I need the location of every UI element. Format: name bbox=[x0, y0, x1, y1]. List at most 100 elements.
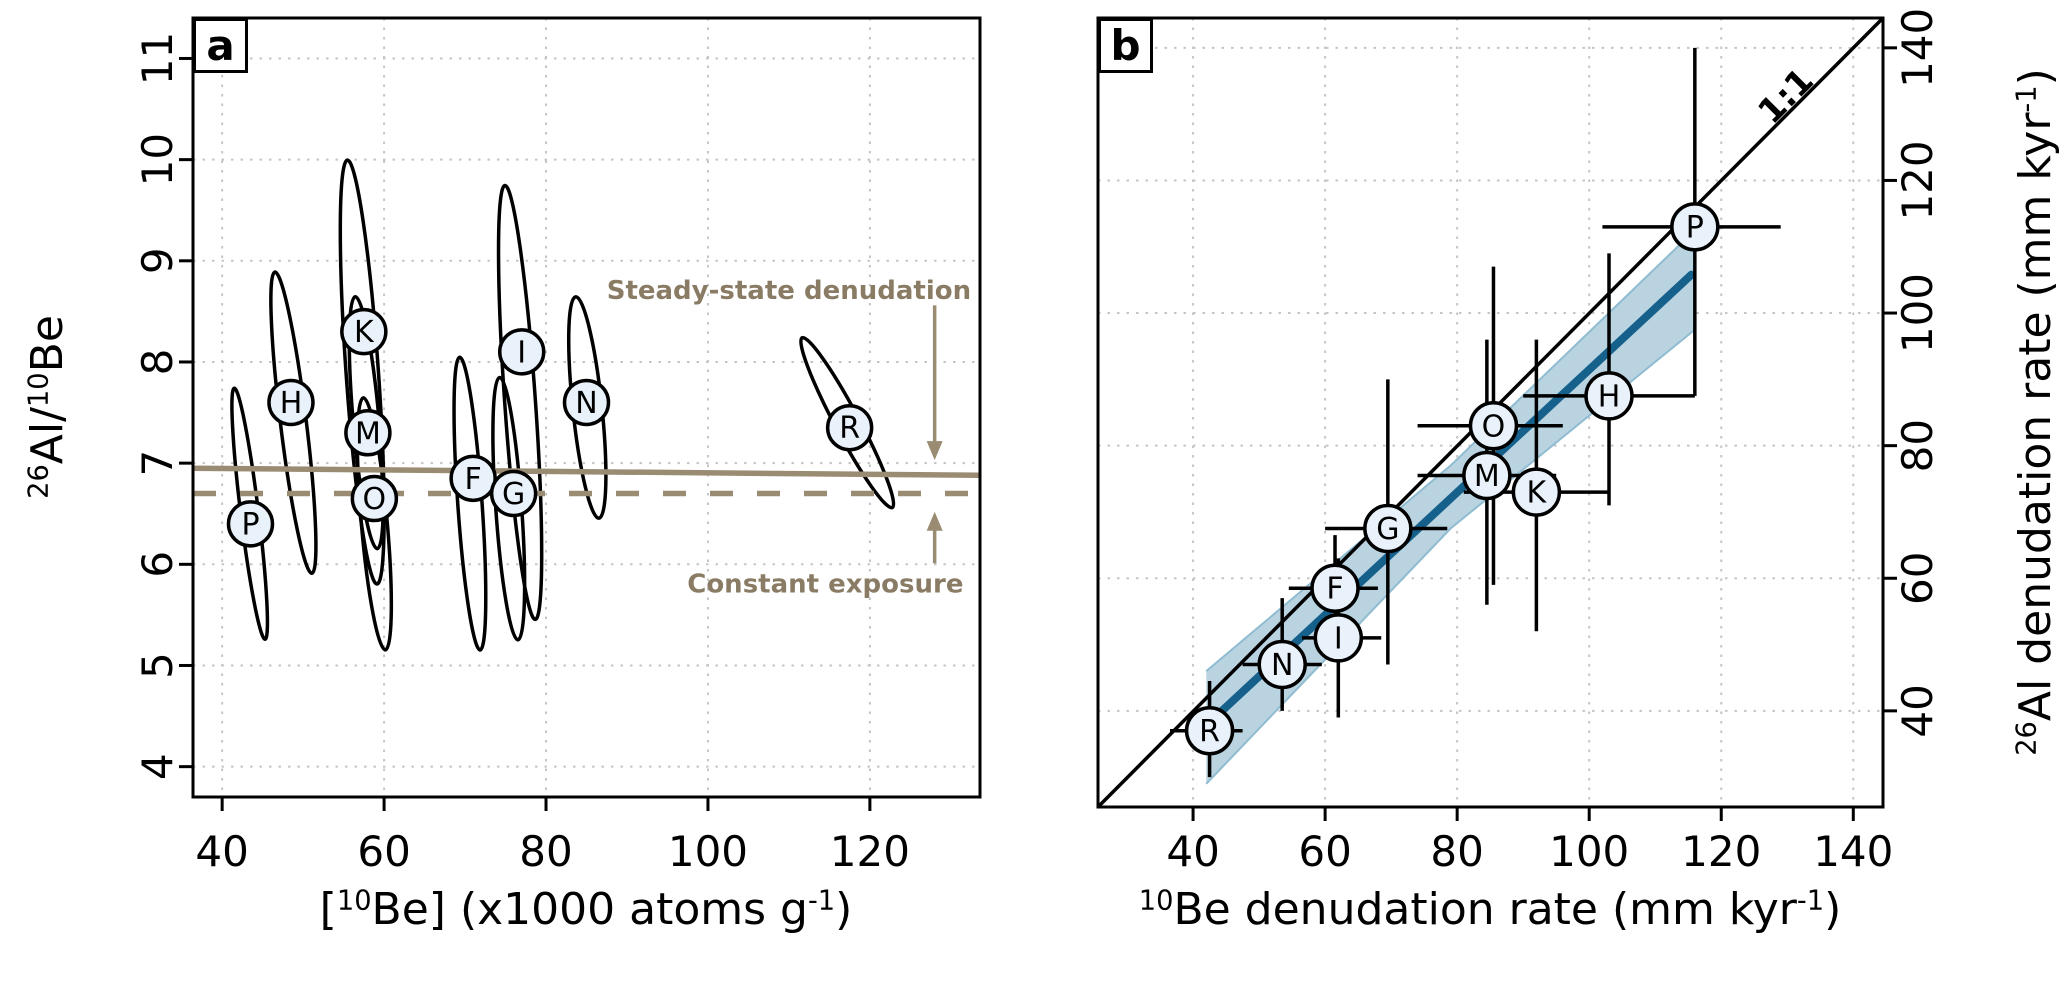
data-point-H: H bbox=[1584, 371, 1634, 421]
point-letter: F bbox=[465, 462, 482, 497]
x-tick-label: 80 bbox=[519, 827, 572, 876]
data-point-R: R bbox=[1184, 706, 1235, 756]
y-tick-label: 40 bbox=[1893, 684, 1942, 737]
point-letter: M bbox=[1474, 459, 1500, 494]
circle bbox=[489, 469, 538, 518]
point-letter: G bbox=[502, 477, 525, 512]
x-tick-label: 40 bbox=[195, 827, 248, 876]
plot-box bbox=[191, 16, 982, 799]
polygon bbox=[926, 511, 943, 531]
data-point-P: P bbox=[226, 500, 275, 548]
x-tick-label: 120 bbox=[830, 827, 910, 876]
point-letter: O bbox=[1482, 409, 1506, 444]
panel-a-label: a bbox=[193, 18, 248, 73]
point-letter: K bbox=[354, 315, 375, 350]
panel-a: Steady-state denudation Constant exposure… bbox=[22, 16, 982, 935]
data-point-O: O bbox=[350, 474, 399, 523]
data-point-N: N bbox=[1257, 639, 1307, 690]
one-to-one-label: 1:1 bbox=[1750, 61, 1821, 132]
circle bbox=[1511, 467, 1562, 517]
circle bbox=[350, 474, 399, 523]
x-tick-label: 80 bbox=[1430, 827, 1483, 876]
y-tick-label: 11 bbox=[133, 32, 182, 85]
panel-b-label: b bbox=[1098, 18, 1153, 73]
y-tick-label: 9 bbox=[133, 247, 182, 274]
x-tick-label: 100 bbox=[668, 827, 748, 876]
x-tick-label: 100 bbox=[1549, 827, 1629, 876]
panel-b: 1:1 R N IFG M KO H P 40 60 80 100 120 140 40 60 80 100 120… bbox=[1096, 8, 2061, 935]
data-point-F: F bbox=[1310, 563, 1360, 613]
x-axis-title: 10Be denudation rate (mm kyr-1) bbox=[1139, 884, 1842, 935]
x-tick-label: 120 bbox=[1681, 827, 1761, 876]
data-point-N: N bbox=[562, 378, 611, 427]
error-ellipse-K bbox=[338, 158, 386, 586]
arrow-down-icon bbox=[926, 305, 943, 461]
axes-b: 40 60 80 100 120 140 40 60 80 100 120 140 bbox=[1166, 8, 1942, 876]
y-axis-title: 26Al/10Be bbox=[22, 315, 73, 499]
circle bbox=[344, 409, 392, 457]
data-point-M: M bbox=[344, 409, 392, 457]
y-tick-label: 60 bbox=[1893, 552, 1942, 605]
data-point-R: R bbox=[825, 403, 874, 452]
error-ellipse-H bbox=[269, 270, 318, 576]
data-point-I: I bbox=[1313, 613, 1364, 663]
x-axis-title: [10Be] (x1000 atoms g-1) bbox=[320, 884, 853, 935]
circle bbox=[1363, 503, 1413, 554]
content-a: Steady-state denudation Constant exposure… bbox=[193, 158, 980, 652]
data-point-O: O bbox=[1468, 401, 1519, 451]
circle bbox=[226, 500, 275, 548]
circle bbox=[1584, 371, 1634, 421]
circle bbox=[267, 378, 315, 427]
band-edge-upper bbox=[1205, 229, 1696, 672]
data-point-K: K bbox=[1511, 467, 1562, 517]
data-point-K: K bbox=[340, 307, 388, 356]
point-letter: R bbox=[1199, 714, 1220, 749]
circle bbox=[1257, 639, 1307, 690]
annotation: Steady-state denudation bbox=[607, 276, 971, 306]
polygon bbox=[926, 441, 943, 461]
x-tick-label: 140 bbox=[1813, 827, 1893, 876]
data-point-I: I bbox=[497, 328, 546, 376]
point-letter: I bbox=[1334, 621, 1343, 656]
circle bbox=[1468, 401, 1519, 451]
circle bbox=[340, 307, 388, 356]
y-tick-label: 7 bbox=[133, 450, 182, 477]
data-point-G: G bbox=[1363, 503, 1413, 554]
axes-a: 40 60 80 100 120 4 5 6 7 8 9 10 11 bbox=[133, 32, 910, 876]
point-letter: H bbox=[280, 386, 303, 421]
y-tick-label: 120 bbox=[1893, 140, 1942, 220]
y-tick-label: 5 bbox=[133, 652, 182, 679]
point-letter: R bbox=[839, 411, 860, 446]
content-b: 1:1 R N IFG M KO H P bbox=[1098, 18, 1883, 807]
y-tick-label: 4 bbox=[133, 753, 182, 780]
grid-b bbox=[1098, 18, 1883, 807]
steady-state-line bbox=[193, 465, 980, 479]
error-ellipse-I bbox=[496, 183, 544, 622]
plot-box bbox=[1096, 16, 1885, 809]
circle bbox=[1184, 706, 1235, 756]
y-tick-label: 6 bbox=[133, 551, 182, 578]
point-letter: I bbox=[517, 335, 526, 370]
y-tick-label: 10 bbox=[133, 133, 182, 186]
point-letter: P bbox=[1686, 210, 1704, 245]
x-tick-label: 40 bbox=[1166, 827, 1219, 876]
error-ellipse-O bbox=[355, 396, 394, 652]
y-tick-label: 140 bbox=[1893, 8, 1942, 88]
annotation: Constant exposure bbox=[687, 570, 963, 600]
point-letter: O bbox=[363, 482, 387, 517]
circle bbox=[1310, 563, 1360, 613]
point-letter: N bbox=[575, 386, 597, 421]
data-point-M: M bbox=[1462, 450, 1512, 501]
point-letter: F bbox=[1326, 572, 1343, 607]
circle bbox=[1670, 202, 1720, 252]
circle bbox=[825, 403, 874, 452]
point-letter: M bbox=[355, 416, 381, 451]
data-point-G: G bbox=[489, 469, 538, 518]
circle bbox=[497, 328, 546, 376]
data-point-P: P bbox=[1670, 202, 1720, 252]
circle bbox=[562, 378, 611, 427]
y-tick-label: 100 bbox=[1893, 273, 1942, 353]
error-ellipse-F bbox=[452, 355, 488, 652]
